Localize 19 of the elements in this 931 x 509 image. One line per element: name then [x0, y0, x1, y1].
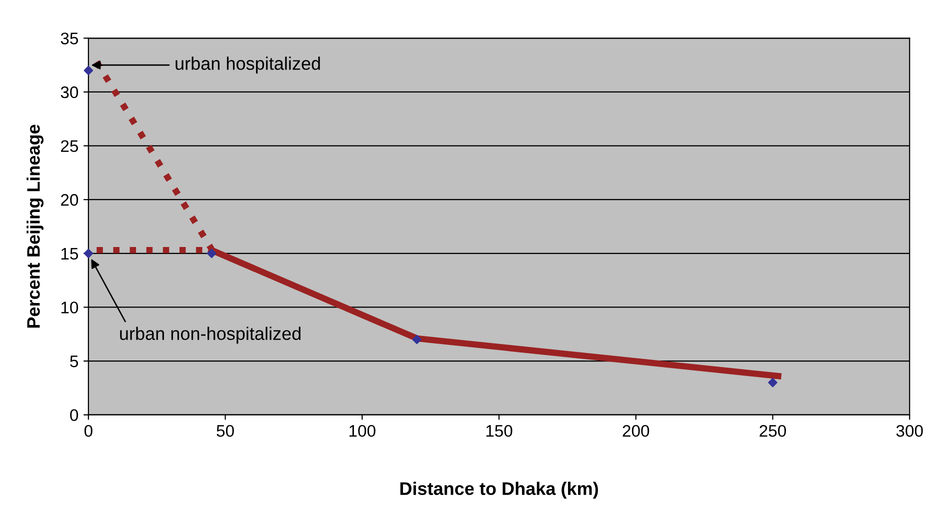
x-tick-label: 50 — [216, 424, 234, 437]
y-tick-label: 0 — [70, 409, 78, 422]
y-tick-label: 20 — [61, 194, 78, 206]
y-tick-label: 15 — [61, 248, 78, 260]
x-tick-label: 200 — [622, 424, 650, 437]
x-tick-label: 250 — [760, 424, 786, 437]
x-tick-label: 100 — [350, 424, 376, 437]
y-tick-label: 5 — [70, 356, 78, 368]
x-tick-label: 0 — [84, 424, 92, 437]
annotation: urban hospitalized — [176, 56, 320, 74]
x-tick-label: 300 — [896, 424, 923, 437]
y-tick-label: 25 — [61, 140, 78, 152]
y-tick-label: 10 — [61, 302, 78, 314]
y-tick-label: 35 — [60, 32, 78, 44]
y-axis-title: Percent Beijing Lineage — [26, 124, 44, 328]
x-tick-label: 150 — [486, 424, 512, 437]
annotation: urban non-hospitalized — [120, 326, 300, 344]
y-tick-label: 30 — [60, 86, 78, 98]
x-axis-title: Distance to Dhaka (km) — [400, 482, 598, 499]
